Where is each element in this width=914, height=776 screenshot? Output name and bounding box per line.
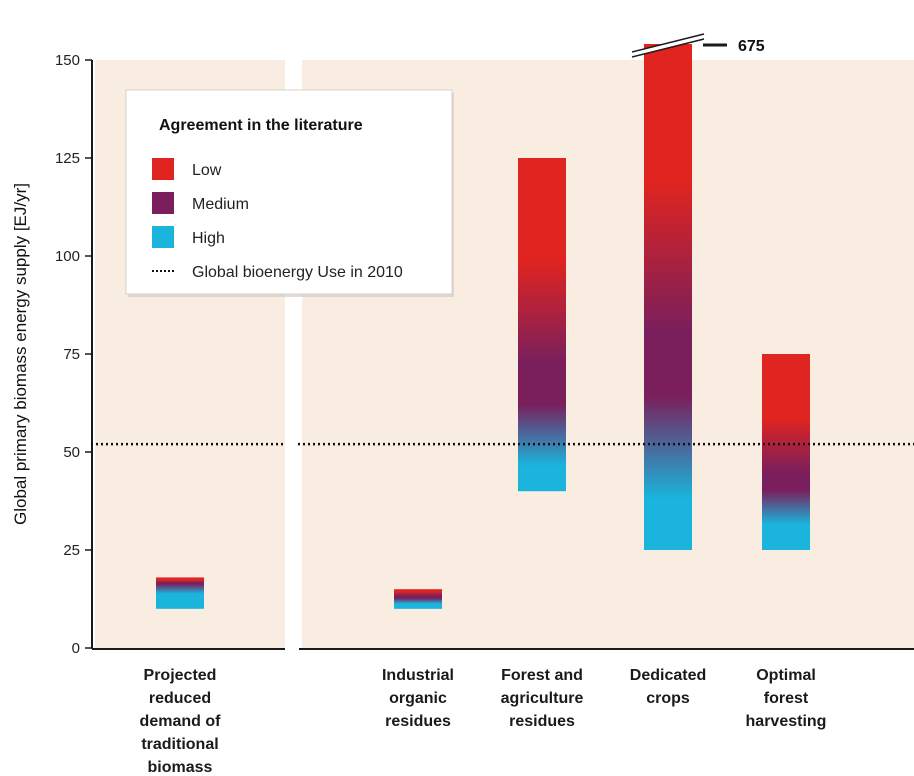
legend-label: Global bioenergy Use in 2010 — [192, 264, 403, 281]
category-label: crops — [646, 690, 690, 707]
legend-swatch-low — [152, 158, 174, 180]
category-label: demand of — [140, 713, 222, 730]
legend-label: Low — [192, 162, 222, 179]
bar-4 — [644, 44, 692, 550]
legend — [125, 89, 453, 295]
y-tick-label: 25 — [63, 542, 80, 559]
category-label: Optimal — [756, 667, 816, 684]
y-tick-label: 50 — [63, 444, 80, 461]
y-tick-label: 100 — [55, 248, 80, 265]
legend-label: Medium — [192, 196, 249, 213]
category-label: residues — [509, 713, 575, 730]
legend-label: High — [192, 230, 225, 247]
category-label: organic — [389, 690, 447, 707]
y-tick-label: 150 — [55, 52, 80, 69]
legend-title: Agreement in the literature — [159, 117, 363, 134]
bar-1 — [156, 577, 204, 609]
axis-break-line — [631, 33, 705, 53]
axis-break-line — [631, 38, 705, 58]
category-label: Projected — [144, 667, 217, 684]
category-label: Dedicated — [630, 667, 706, 684]
bar-3 — [518, 158, 566, 492]
y-tick-label: 75 — [63, 346, 80, 363]
y-axis-label: Global primary biomass energy supply [EJ… — [11, 183, 30, 525]
axis-break-mark — [632, 34, 704, 57]
category-label: harvesting — [746, 713, 827, 730]
legend-swatch-medium — [152, 192, 174, 214]
bar-2 — [394, 589, 442, 609]
category-label: reduced — [149, 690, 211, 707]
category-label: traditional — [141, 736, 218, 753]
category-label: biomass — [148, 759, 213, 776]
y-tick-label: 125 — [55, 150, 80, 167]
legend-swatch-high — [152, 226, 174, 248]
category-label: residues — [385, 713, 451, 730]
max-value-label: 675 — [738, 38, 765, 55]
bar-5 — [762, 354, 810, 550]
category-label: Forest and — [501, 667, 583, 684]
category-label: agriculture — [501, 690, 584, 707]
category-label: Industrial — [382, 667, 454, 684]
y-tick-label: 0 — [72, 640, 80, 657]
category-label: forest — [764, 690, 809, 707]
